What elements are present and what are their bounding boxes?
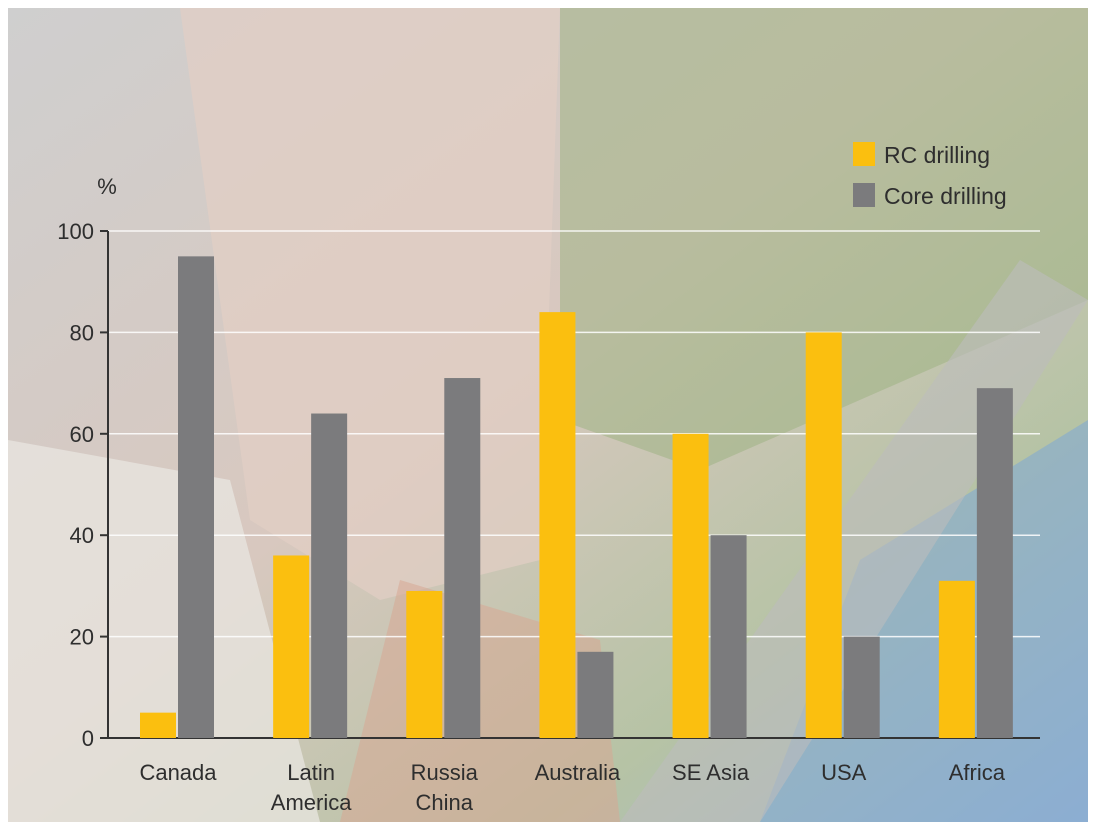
x-tick-label: SE Asia: [672, 760, 750, 785]
bar: [577, 651, 614, 738]
legend-swatch: [853, 142, 875, 166]
x-tick-label: Canada: [139, 760, 217, 785]
legend-label: Core drilling: [884, 183, 1007, 209]
x-tick-label: USA: [821, 760, 867, 785]
bar: [843, 636, 880, 738]
bar: [311, 413, 348, 738]
bar: [938, 580, 975, 738]
y-tick-label: 60: [70, 422, 94, 447]
x-tick-label: Russia: [411, 760, 479, 785]
y-tick-label: 80: [70, 320, 94, 345]
x-tick-label: Africa: [949, 760, 1006, 785]
y-tick-label: 100: [57, 219, 94, 244]
bar: [406, 590, 443, 738]
x-tick-label: America: [271, 790, 352, 815]
x-tick-label: Latin: [287, 760, 335, 785]
y-axis-label: %: [97, 174, 117, 199]
bar: [273, 555, 310, 738]
y-tick-label: 40: [70, 523, 94, 548]
bar: [672, 433, 709, 738]
bar: [976, 388, 1013, 738]
bar: [710, 535, 747, 738]
y-tick-label: 20: [70, 625, 94, 650]
plot-area: 0 20 40 60 80 100% Canada Latin America Russia Chi…: [57, 142, 1040, 815]
x-tick-label: China: [416, 790, 474, 815]
bar: [140, 712, 176, 738]
bar: [444, 378, 481, 738]
bar: [178, 256, 214, 738]
legend-label: RC drilling: [884, 142, 990, 168]
bar: [805, 332, 842, 738]
legend-swatch: [853, 183, 875, 207]
x-tick-label: Australia: [535, 760, 621, 785]
bar: [539, 312, 576, 738]
y-tick-label: 0: [82, 726, 94, 751]
